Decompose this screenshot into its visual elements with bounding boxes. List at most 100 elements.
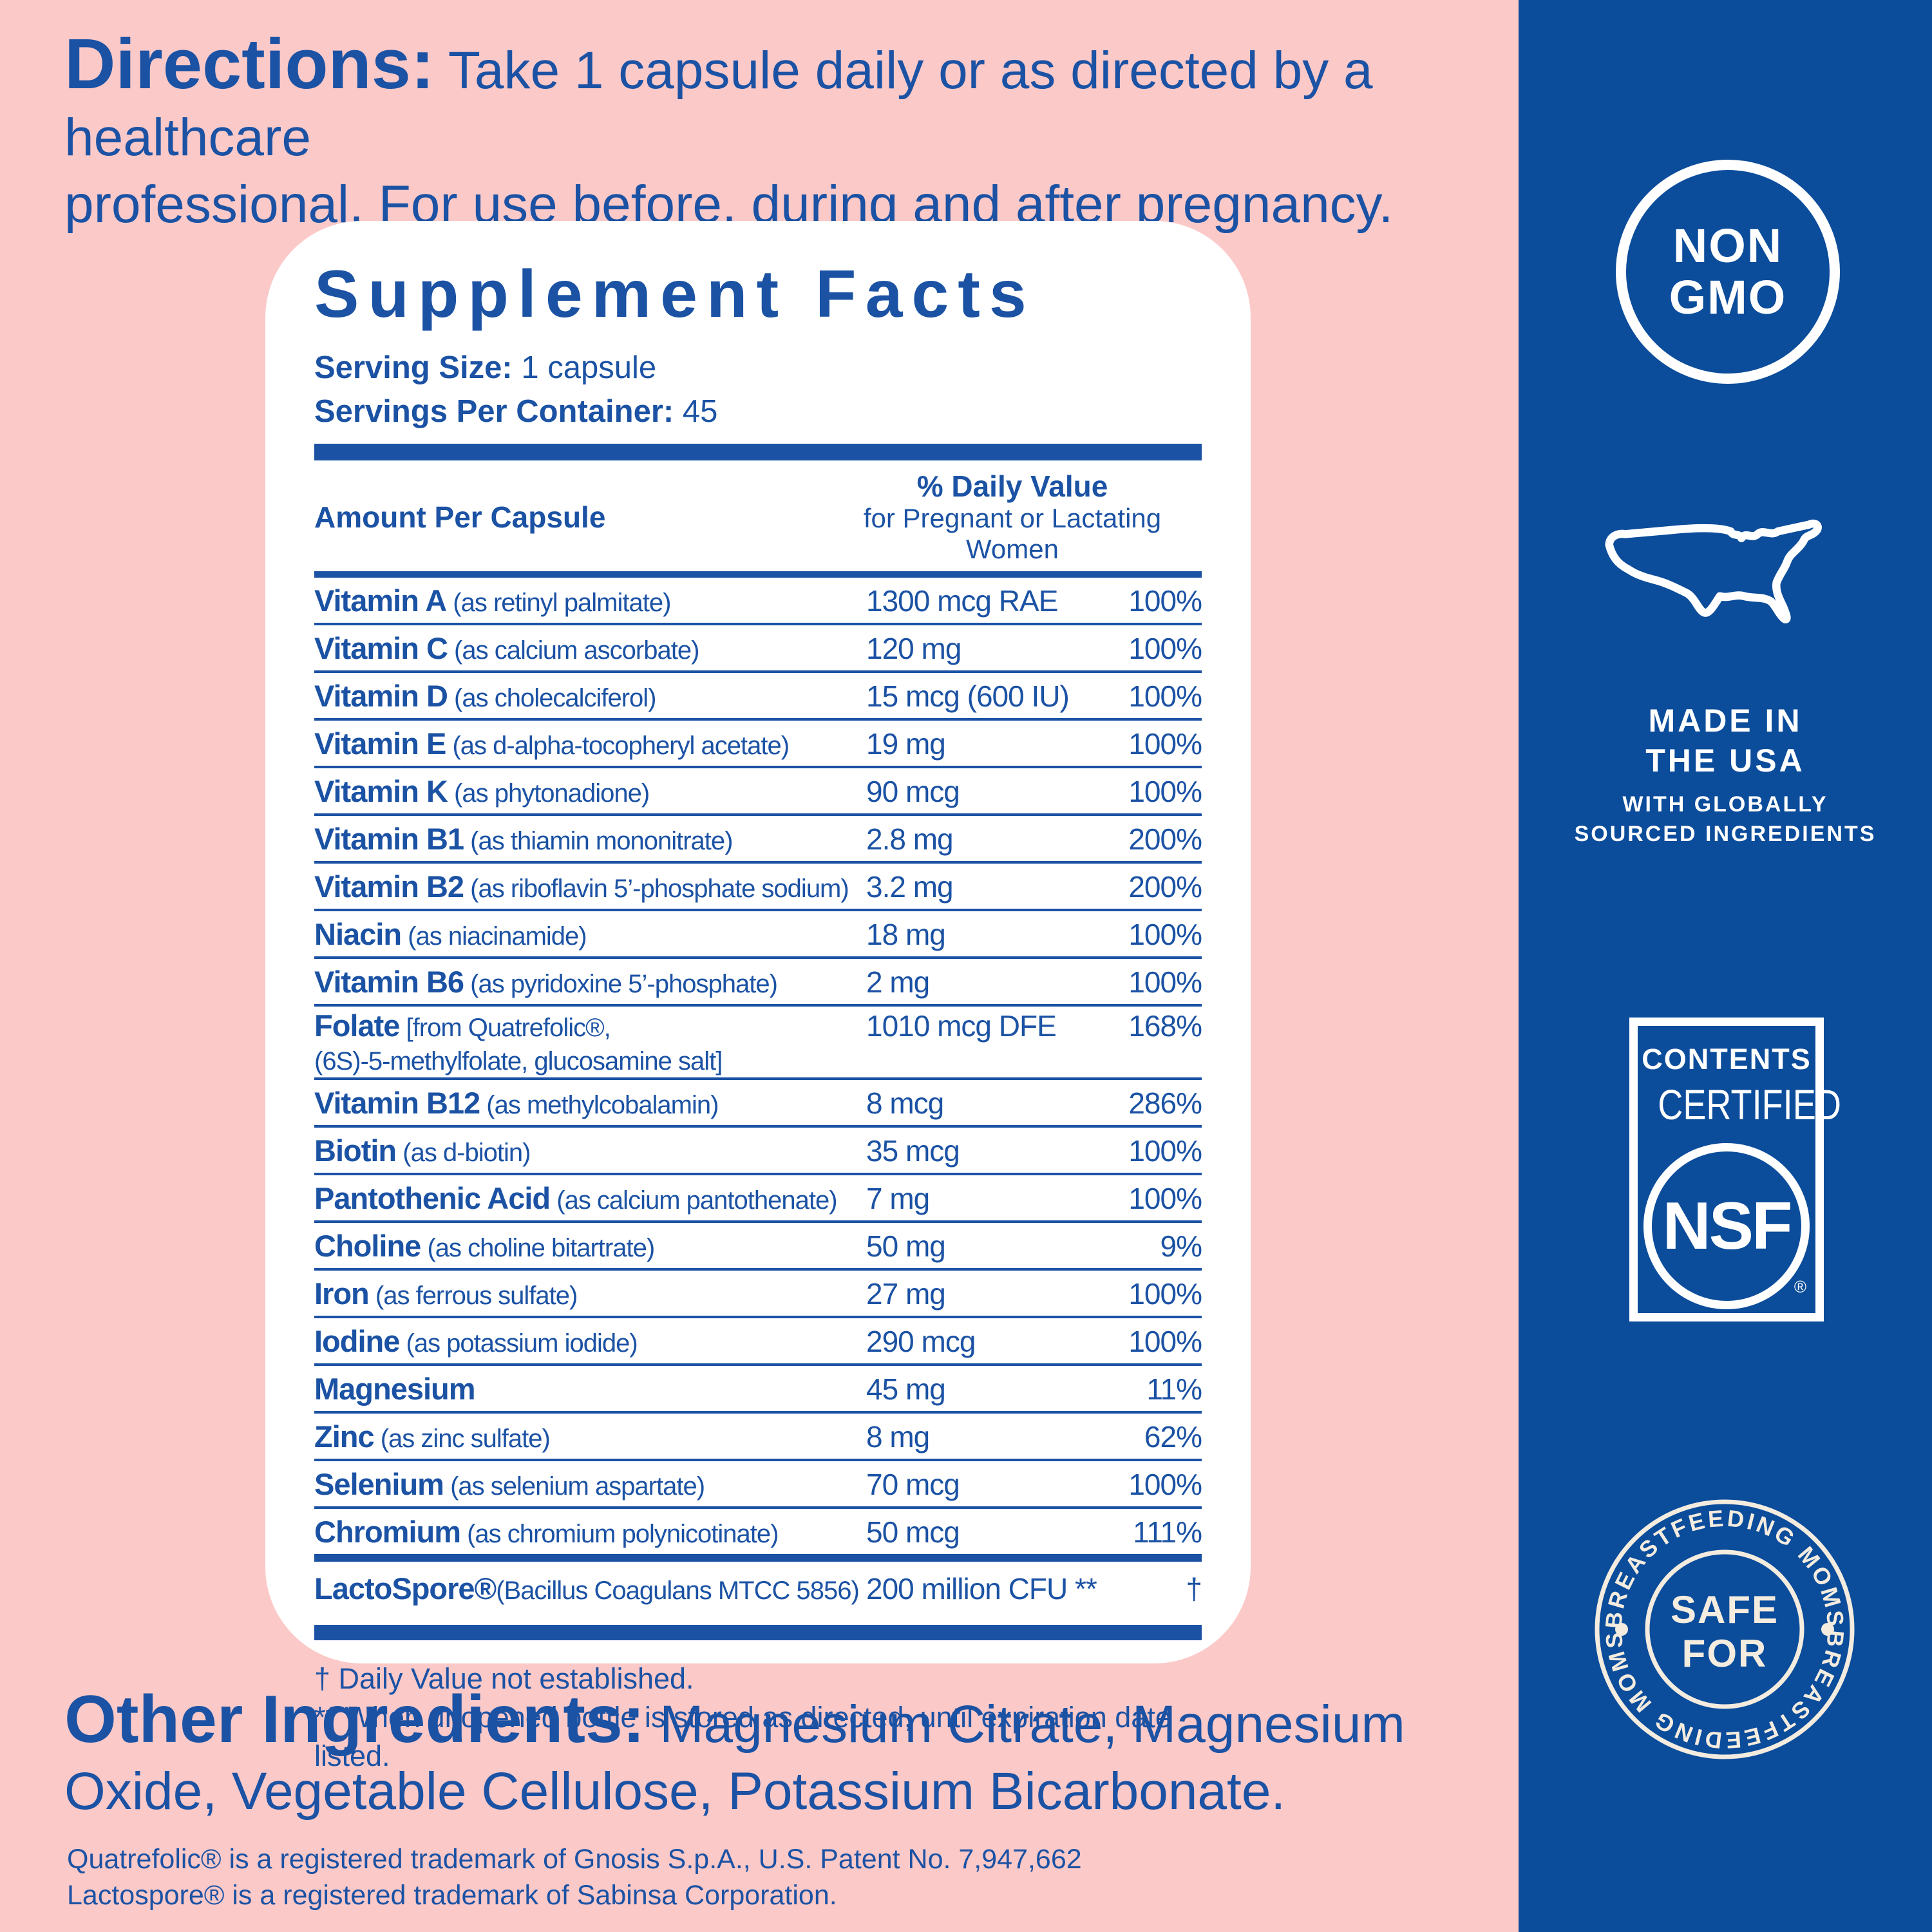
table-row: Zinc (as zinc sulfate) 8 mg 62% (314, 1411, 1202, 1459)
safe-for-breastfeeding-badge: BREASTFEEDING MOMS BREASTFEEDING MOMS SA… (1595, 1499, 1855, 1759)
ingredient-name-cell: Niacin (as niacinamide) (314, 916, 587, 951)
ingredient-name-cell: Chromium (as chromium polynicotinate) (314, 1514, 779, 1549)
table-row: Vitamin C (as calcium ascorbate) 120 mg 10… (314, 623, 1202, 670)
made-in-line2: THE USA (1645, 743, 1805, 779)
made-in-line1: MADE IN (1648, 703, 1803, 739)
table-row: Niacin (as niacinamide) 18 mg 100% (314, 909, 1202, 956)
nsf-contents-label: CONTENTS (1642, 1043, 1812, 1075)
table-row: Magnesium 45 mg 11% (314, 1363, 1202, 1411)
amount-cell: 1300 mcg RAE (866, 583, 1058, 618)
divider-medium (314, 571, 1202, 578)
amount-cell: 50 mg (866, 1229, 946, 1263)
amount-cell: 290 mcg (866, 1324, 976, 1358)
ingredient-name-cell: Vitamin C (as calcium ascorbate) (314, 630, 699, 665)
facts-rows: Vitamin A (as retinyl palmitate) 1300 mcg… (314, 578, 1202, 1615)
ingredient-name-cell: Vitamin E (as d-alpha-tocopheryl acetate… (314, 726, 790, 761)
amount-cell: 15 mcg (600 IU) (866, 679, 1070, 713)
table-row: Selenium (as selenium aspartate) 70 mcg 10… (314, 1459, 1202, 1506)
table-row: Vitamin B1 (as thiamin mononitrate) 2.8 m… (314, 813, 1202, 861)
ingredient-name-cell: Vitamin B12 (as methylcobalamin) (314, 1085, 719, 1120)
table-row: Biotin (as d-biotin) 35 mcg 100% (314, 1125, 1202, 1173)
facts-header: Amount Per Capsule % Daily Value for Pre… (314, 469, 1202, 565)
table-row: Vitamin B2 (as riboflavin 5’-phosphate s… (314, 861, 1202, 909)
other-ingredients-line2: Oxide, Vegetable Cellulose, Potassium Bi… (64, 1762, 1286, 1821)
table-row: Choline (as choline bitartrate) 50 mg 9% (314, 1220, 1202, 1268)
table-row: Pantothenic Acid (as calcium pantothenat… (314, 1173, 1202, 1220)
amount-cell: 8 mcg (866, 1086, 944, 1120)
daily-value-cell: 100% (1128, 631, 1202, 665)
divider-bottom (314, 1625, 1202, 1640)
amount-cell: 18 mg (866, 917, 946, 951)
amount-cell: 19 mg (866, 726, 946, 761)
nsf-circle-icon: NSF ® (1643, 1143, 1810, 1309)
daily-value-cell: 168% (1128, 1009, 1202, 1043)
badge-center-line1: SAFE (1671, 1588, 1779, 1631)
table-row: Vitamin D (as cholecalciferol) 15 mcg (60… (314, 670, 1202, 718)
ingredient-name-cell: Vitamin K (as phytonadione) (314, 773, 650, 808)
amount-cell: 7 mg (866, 1181, 930, 1215)
nsf-certified-badge: CONTENTS CERTIFIED NSF ® (1629, 1018, 1841, 1321)
ingredient-name-cell: Vitamin B6 (as pyridoxine 5’-phosphate) (314, 964, 778, 999)
made-in-line3: WITH GLOBALLY (1622, 792, 1828, 817)
table-row: Vitamin K (as phytonadione) 90 mcg 100% (314, 766, 1202, 813)
ingredient-name-cell: Vitamin B2 (as riboflavin 5’-phosphate s… (314, 869, 849, 904)
trademark-lactospore: Lactospore® is a registered trademark of… (67, 1880, 837, 1911)
ingredient-name-cell: Zinc (as zinc sulfate) (314, 1419, 551, 1454)
ingredient-name-cell: Vitamin A (as retinyl palmitate) (314, 583, 671, 618)
amount-cell: 50 mcg (866, 1515, 960, 1549)
serving-size-value: 1 capsule (521, 350, 657, 385)
footnote-dagger: † Daily Value not established. (314, 1662, 694, 1695)
amount-cell: 2 mg (866, 965, 930, 999)
ingredient-name-cell: Folate [from Quatrefolic®, (314, 1009, 611, 1043)
footnote-asterisks: ** When unopened bottle is stored as dir… (314, 1701, 1171, 1772)
table-row: Folate [from Quatrefolic®, 1010 mcg DFE 16… (314, 1004, 1202, 1077)
nsf-mark: NSF (1662, 1188, 1793, 1264)
table-row: Iodine (as potassium iodide) 290 mcg 100% (314, 1316, 1202, 1363)
amount-cell: 120 mg (866, 631, 961, 665)
daily-value-cell: 100% (1128, 1133, 1202, 1168)
badge-inner-ring (1645, 1549, 1804, 1709)
badge-dot-left (1615, 1623, 1628, 1636)
table-row: LactoSpore®(Bacillus Coagulans MTCC 5856… (314, 1554, 1202, 1615)
directions-heading: Directions: (64, 24, 435, 104)
daily-value-cell: 100% (1128, 583, 1202, 618)
daily-value-cell: 11% (1146, 1372, 1202, 1406)
daily-value-cell: 200% (1128, 869, 1202, 904)
trademark-quatrefolic: Quatrefolic® is a registered trademark o… (67, 1844, 1082, 1875)
table-row: Chromium (as chromium polynicotinate) 50 … (314, 1506, 1202, 1554)
amount-cell: 2.8 mg (866, 822, 954, 856)
made-in-usa-badge: MADE IN THE USA WITH GLOBALLY SOURCED IN… (1531, 515, 1919, 849)
daily-value-cell: 100% (1128, 774, 1202, 808)
table-row: Iron (as ferrous sulfate) 27 mg 100% (314, 1268, 1202, 1316)
amount-cell: 8 mg (866, 1419, 930, 1454)
servings-label: Servings Per Container: (314, 394, 674, 429)
directions-line1: Take 1 capsule daily or as directed by a… (64, 41, 1373, 167)
nsf-registered-symbol: ® (1794, 1277, 1806, 1296)
daily-value-cell: 111% (1133, 1515, 1202, 1549)
usa-map-icon (1605, 519, 1822, 623)
footnotes: † Daily Value not established. ** When u… (314, 1660, 1202, 1776)
amount-cell: 1010 mcg DFE (866, 1009, 1057, 1043)
ingredient-name-cell: LactoSpore®(Bacillus Coagulans MTCC 5856… (314, 1571, 860, 1605)
amount-cell: 200 million CFU ** (866, 1571, 1097, 1605)
daily-value-cell: † (1186, 1571, 1202, 1605)
divider-thick (314, 444, 1202, 460)
table-row: Vitamin E (as d-alpha-tocopheryl acetate… (314, 718, 1202, 766)
ingredient-name-cell: Vitamin B1 (as thiamin mononitrate) (314, 821, 733, 856)
ingredient-name-cell: Biotin (as d-biotin) (314, 1133, 531, 1168)
sidebar: NON GMO MADE IN THE USA WITH GLOBALLY SO… (1519, 0, 1932, 1932)
daily-value-cell: 100% (1128, 726, 1202, 761)
ingredient-name-cell: Iron (as ferrous sulfate) (314, 1276, 578, 1311)
table-row: Vitamin B12 (as methylcobalamin) 8 mcg 286… (314, 1077, 1202, 1125)
daily-value-cell: 100% (1128, 917, 1202, 951)
table-row: Vitamin A (as retinyl palmitate) 1300 mcg… (314, 578, 1202, 623)
badge-center-line2: FOR (1682, 1632, 1768, 1675)
ingredient-name-second-line: (6S)-5-methylfolate, glucosamine salt] (314, 1047, 723, 1075)
dv-header: % Daily Value (916, 469, 1108, 503)
panel-title: Supplement Facts (314, 257, 1036, 332)
daily-value-cell: 100% (1128, 1276, 1202, 1311)
badge-outer-ring (1595, 1499, 1855, 1759)
ingredient-name-cell: Choline (as choline bitartrate) (314, 1228, 655, 1263)
ingredient-name-cell: Vitamin D (as cholecalciferol) (314, 678, 656, 713)
